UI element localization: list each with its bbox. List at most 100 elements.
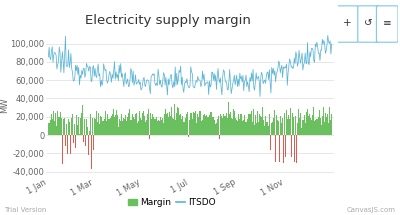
Bar bbox=[241, 114, 242, 135]
Bar bbox=[202, 120, 203, 135]
Bar bbox=[286, 110, 287, 135]
Bar bbox=[120, 121, 121, 135]
Bar bbox=[329, 107, 330, 135]
Bar bbox=[167, 113, 168, 135]
Bar bbox=[209, 115, 210, 135]
Bar bbox=[100, 116, 101, 135]
Bar bbox=[313, 107, 314, 135]
Bar bbox=[263, 120, 264, 135]
Bar bbox=[163, 123, 164, 135]
Bar bbox=[289, 120, 290, 135]
Bar bbox=[316, 119, 317, 135]
Bar bbox=[184, 122, 185, 135]
Bar bbox=[251, 111, 252, 135]
Bar bbox=[101, 117, 102, 135]
Bar bbox=[175, 120, 176, 135]
Bar bbox=[113, 109, 114, 135]
Bar bbox=[83, 135, 84, 143]
Bar bbox=[296, 135, 297, 163]
Bar bbox=[302, 120, 303, 135]
Bar bbox=[106, 121, 107, 135]
Bar bbox=[85, 135, 86, 146]
Bar bbox=[239, 123, 240, 135]
Bar bbox=[298, 135, 299, 158]
Bar bbox=[187, 112, 188, 135]
Bar bbox=[162, 118, 163, 135]
Bar bbox=[136, 114, 137, 135]
Bar bbox=[138, 121, 139, 135]
Bar bbox=[271, 123, 272, 135]
Bar bbox=[108, 119, 109, 135]
Bar bbox=[259, 114, 260, 135]
Bar bbox=[214, 109, 215, 135]
Bar bbox=[288, 115, 289, 135]
Bar bbox=[144, 116, 145, 135]
Bar bbox=[327, 114, 328, 135]
Bar bbox=[70, 115, 71, 135]
Bar bbox=[317, 119, 318, 135]
Bar bbox=[126, 105, 127, 135]
Bar bbox=[229, 114, 230, 135]
Bar bbox=[58, 117, 59, 135]
Bar bbox=[270, 119, 271, 135]
Bar bbox=[301, 128, 302, 135]
Bar bbox=[201, 121, 202, 135]
Bar bbox=[71, 118, 72, 135]
Bar bbox=[152, 114, 153, 135]
Bar bbox=[222, 118, 223, 135]
Bar bbox=[268, 126, 269, 135]
Bar bbox=[265, 116, 266, 135]
Bar bbox=[261, 117, 262, 135]
Bar bbox=[233, 109, 234, 135]
Bar bbox=[320, 118, 321, 135]
Bar bbox=[272, 122, 273, 135]
Bar bbox=[196, 123, 197, 135]
Bar bbox=[328, 123, 329, 135]
Bar bbox=[226, 113, 227, 135]
Bar bbox=[114, 117, 115, 135]
Bar bbox=[236, 120, 237, 135]
Bar bbox=[177, 107, 178, 135]
Bar bbox=[315, 120, 316, 135]
Bar bbox=[115, 115, 116, 135]
Bar bbox=[125, 115, 126, 135]
Text: ↺: ↺ bbox=[364, 18, 373, 28]
Bar bbox=[137, 117, 138, 135]
Bar bbox=[146, 120, 147, 135]
Bar bbox=[124, 118, 125, 135]
Bar bbox=[159, 121, 160, 135]
Bar bbox=[169, 112, 170, 135]
Bar bbox=[61, 118, 62, 135]
Bar bbox=[117, 115, 118, 135]
Bar bbox=[103, 121, 104, 135]
Bar bbox=[131, 120, 132, 135]
Bar bbox=[156, 117, 157, 135]
Bar bbox=[321, 124, 322, 135]
Bar bbox=[161, 120, 162, 135]
Bar bbox=[219, 135, 220, 139]
Bar bbox=[242, 135, 243, 139]
Bar bbox=[173, 119, 174, 135]
Bar bbox=[154, 123, 155, 135]
Bar bbox=[267, 112, 268, 135]
Bar bbox=[277, 120, 278, 135]
Bar bbox=[133, 117, 134, 135]
Bar bbox=[205, 117, 206, 135]
Bar bbox=[194, 113, 195, 135]
Bar bbox=[207, 117, 208, 135]
Bar bbox=[220, 114, 221, 135]
Bar bbox=[208, 117, 209, 135]
Bar bbox=[309, 124, 310, 135]
Bar bbox=[284, 124, 285, 135]
Bar bbox=[223, 114, 224, 135]
Bar bbox=[295, 115, 296, 135]
Bar bbox=[111, 115, 112, 135]
Bar bbox=[80, 118, 81, 135]
Bar bbox=[238, 114, 239, 135]
Bar bbox=[275, 135, 276, 163]
Bar bbox=[119, 119, 120, 135]
Bar bbox=[164, 114, 165, 135]
Bar bbox=[122, 121, 123, 135]
Bar bbox=[81, 135, 82, 153]
Bar bbox=[227, 118, 228, 135]
